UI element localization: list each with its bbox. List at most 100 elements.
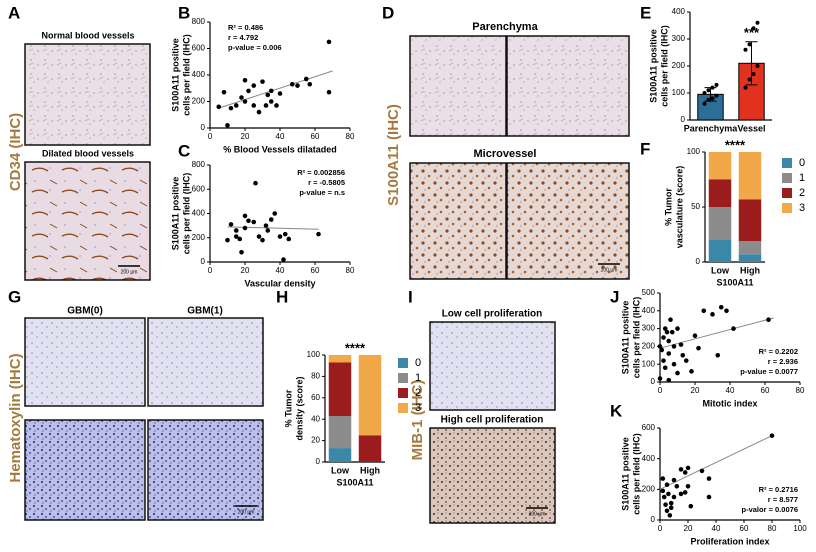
annotation: **** [345, 340, 366, 355]
point [286, 236, 292, 242]
y-axis-label: cells per field (IHC) [631, 297, 641, 379]
point [260, 79, 265, 84]
panel-letter: C [178, 141, 190, 160]
point [233, 103, 239, 108]
x-tick-label: High [360, 465, 380, 475]
y-tick-label: 0 [651, 377, 656, 386]
y-tick-label: 60 [311, 393, 320, 402]
point [718, 304, 724, 310]
point [660, 476, 666, 481]
point [755, 64, 760, 68]
point [295, 83, 300, 88]
image-title: Parenchyma [472, 21, 538, 33]
micrograph [506, 162, 630, 280]
point [661, 494, 667, 500]
legend-label: 1 [799, 172, 805, 184]
point [657, 376, 663, 381]
bar-segment [328, 448, 352, 462]
point [253, 180, 258, 186]
point [289, 81, 295, 87]
point [696, 345, 701, 351]
x-tick-label: 40 [276, 266, 285, 275]
stats-label: p-valor = 0.0076 [742, 505, 799, 514]
point [242, 99, 248, 104]
bar-segment [738, 199, 762, 242]
annotation: *** [744, 25, 760, 40]
y-tick-label: 300 [642, 324, 656, 333]
point [671, 494, 677, 500]
point [671, 344, 677, 349]
bar-segment [358, 355, 382, 436]
legend-label: 0 [799, 157, 805, 169]
point [671, 361, 677, 367]
point [268, 217, 274, 222]
y-axis-label: vasculature (score) [674, 166, 684, 249]
point [664, 329, 670, 335]
y-tick-label: 200 [192, 97, 206, 106]
x-axis-label: Mitotic index [702, 398, 757, 408]
stain-label: MIB-1 (IHC) [409, 380, 426, 461]
x-tick-label: 80 [768, 524, 777, 533]
point [714, 93, 719, 98]
y-tick-label: 800 [192, 160, 206, 169]
x-axis-label: S100A11 [336, 477, 373, 487]
panel-letter: D [382, 3, 394, 22]
legend-label: 2 [415, 387, 421, 399]
x-tick-label: 100 [793, 524, 807, 533]
legend-label: 3 [415, 402, 421, 414]
point [225, 123, 230, 128]
point [668, 500, 674, 506]
point [307, 81, 313, 87]
micrograph [147, 419, 264, 521]
x-axis-label: Vascular density [244, 278, 315, 288]
y-tick-label: 500 [642, 288, 656, 297]
y-tick-label: 50 [691, 202, 700, 211]
y-axis-label: % Tumor [663, 188, 673, 226]
y-axis-label: cells per field (IHC) [181, 173, 191, 255]
stats-label: r = 8.577 [768, 495, 798, 504]
micrograph [409, 162, 507, 280]
point [661, 358, 666, 363]
y-tick-label: 40 [311, 414, 320, 423]
x-tick-label: Parenchyma [684, 123, 739, 133]
point [671, 477, 677, 483]
bar-segment [328, 362, 352, 416]
image-title: GBM(3) [187, 407, 223, 418]
x-axis-label: S100A11 [716, 277, 753, 287]
point [667, 513, 673, 518]
point [281, 257, 286, 262]
x-tick-label: 20 [684, 524, 693, 533]
y-tick-label: 200 [672, 61, 686, 70]
y-axis-label: S100A11 positive [170, 38, 180, 112]
micrograph [409, 35, 507, 137]
y-tick-label: 400 [192, 70, 206, 79]
point [668, 505, 674, 511]
x-tick-label: 20 [241, 132, 250, 141]
stain-label: CD34 (IHC) [7, 113, 24, 191]
point [685, 465, 691, 471]
point [265, 92, 271, 98]
y-tick-label: 400 [642, 454, 656, 463]
legend-swatch [398, 388, 408, 398]
point [326, 89, 332, 95]
trend-line [659, 435, 773, 490]
point [237, 236, 243, 242]
point [743, 47, 748, 52]
y-tick-label: 0 [201, 123, 206, 132]
point [657, 344, 663, 349]
point [260, 237, 265, 243]
y-tick-label: 0 [681, 115, 686, 124]
point [766, 317, 771, 323]
point [682, 470, 688, 475]
point [688, 503, 694, 509]
y-axis-label: cells per field (IHC) [631, 433, 641, 515]
x-tick-label: Low [331, 465, 350, 475]
point [251, 83, 257, 88]
x-tick-label: High [740, 265, 760, 275]
image-title: High cell proliferation [441, 415, 544, 426]
point [724, 308, 729, 314]
point [751, 72, 756, 77]
y-tick-label: 0 [316, 457, 321, 466]
bar-segment [738, 254, 762, 262]
